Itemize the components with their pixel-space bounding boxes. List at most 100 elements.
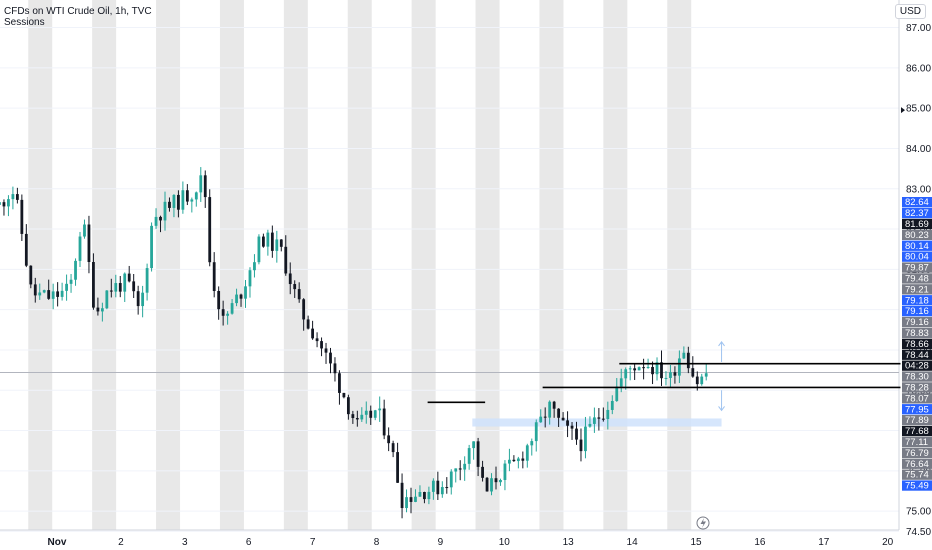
candle-body: [114, 283, 118, 292]
liquidity-zone[interactable]: [472, 418, 722, 427]
candle-body: [624, 369, 628, 379]
candle-body: [100, 308, 104, 312]
candle-body: [29, 265, 33, 285]
price-tag-bg: [902, 425, 932, 437]
candle-body: [0, 202, 1, 205]
candle-body: [490, 478, 493, 492]
candle-body: [355, 418, 359, 420]
candle-body: [226, 313, 230, 316]
price-tag-bg: [902, 251, 932, 262]
price-tag-label: 82.64: [905, 197, 929, 208]
candle-body: [512, 459, 516, 462]
price-tag-bg: [902, 284, 932, 295]
projection-arrows[interactable]: [718, 341, 725, 412]
candle-body: [123, 273, 127, 292]
price-tag-bg: [902, 218, 932, 230]
candle-body: [400, 482, 404, 509]
candle-body: [557, 408, 561, 418]
candle-body: [584, 426, 587, 452]
price-tag-label: 04:28: [905, 361, 929, 372]
candle-body: [508, 459, 511, 464]
candle-body: [38, 292, 42, 296]
price-tick-label: 83.00: [906, 184, 931, 195]
price-tag-label: 75.74: [905, 470, 929, 481]
arrow-head[interactable]: [718, 406, 725, 412]
candle-body: [266, 232, 270, 247]
axis-marker-icon: [901, 107, 905, 114]
candle-body: [467, 448, 471, 464]
candle-body: [579, 439, 583, 452]
candle-body: [20, 199, 24, 234]
candle-body: [105, 290, 109, 309]
session-band: [156, 0, 181, 530]
candle-body: [610, 400, 614, 410]
price-tag-label: 78.30: [905, 372, 929, 383]
time-tick-label: 6: [246, 537, 252, 548]
candle-body: [261, 236, 265, 247]
candle-body: [463, 463, 467, 470]
candle-body: [525, 445, 529, 461]
candle-body: [561, 417, 565, 421]
candle-body: [279, 239, 283, 247]
price-tag-label: 78.28: [905, 383, 929, 394]
price-tag-label: 78.83: [905, 328, 929, 339]
candle-body: [293, 284, 297, 290]
candle-body: [669, 372, 672, 378]
candle-body: [660, 362, 663, 379]
candle-body: [7, 199, 10, 207]
session-band: [28, 0, 53, 530]
candle-body: [118, 283, 122, 292]
candle-body: [534, 422, 538, 442]
candle-body: [673, 372, 677, 376]
candle-body: [691, 368, 695, 377]
session-band: [92, 0, 117, 530]
drawn-lines[interactable]: [427, 362, 901, 404]
currency-button[interactable]: USD: [894, 4, 926, 19]
candle-body: [570, 425, 574, 429]
price-tag-label: 78.66: [905, 339, 929, 350]
candles: [0, 167, 708, 519]
candle-body: [664, 377, 668, 379]
candle-body: [391, 443, 395, 453]
candle-body: [168, 201, 171, 208]
candle-body: [212, 262, 216, 292]
price-tag-bg: [902, 207, 932, 219]
candle-body: [575, 428, 578, 440]
candle-body: [431, 480, 435, 492]
candle-body: [329, 352, 332, 364]
candle-body: [190, 199, 194, 202]
price-tag-bg: [902, 327, 932, 339]
candle-body: [324, 348, 328, 353]
candle-body: [203, 175, 207, 198]
candle-body: [311, 328, 314, 339]
candle-body: [150, 225, 153, 269]
candle-body: [481, 466, 484, 478]
candle-body: [302, 299, 306, 320]
candle-body: [24, 233, 28, 266]
candle-body: [700, 376, 704, 385]
zone-rect[interactable]: [472, 418, 722, 427]
candle-body: [418, 491, 422, 497]
candle-body: [351, 414, 355, 419]
candle-body: [476, 441, 480, 467]
price-tag-bg: [902, 480, 932, 491]
price-tag-label: 77.89: [905, 415, 929, 426]
candle-body: [194, 192, 198, 200]
price-tag-bg: [902, 316, 932, 328]
price-tag-label: 79.48: [905, 274, 929, 285]
indicator-name[interactable]: Sessions: [4, 17, 45, 28]
candle-body: [109, 290, 113, 292]
grid: [0, 0, 900, 532]
candle-body: [132, 281, 136, 292]
arrow-head[interactable]: [718, 341, 725, 347]
time-axis[interactable]: Nov 2 3 6 7 8 9 10 13 14 15 16 17 20: [48, 537, 894, 548]
price-tag-label: 78.07: [905, 393, 929, 404]
misc: [696, 107, 905, 530]
candle-body: [682, 352, 686, 359]
session-band: [475, 0, 500, 530]
price-tick-label: 75.00: [906, 507, 931, 518]
candle-body: [445, 487, 449, 489]
candle-body: [15, 194, 19, 200]
candle-body: [521, 458, 525, 461]
